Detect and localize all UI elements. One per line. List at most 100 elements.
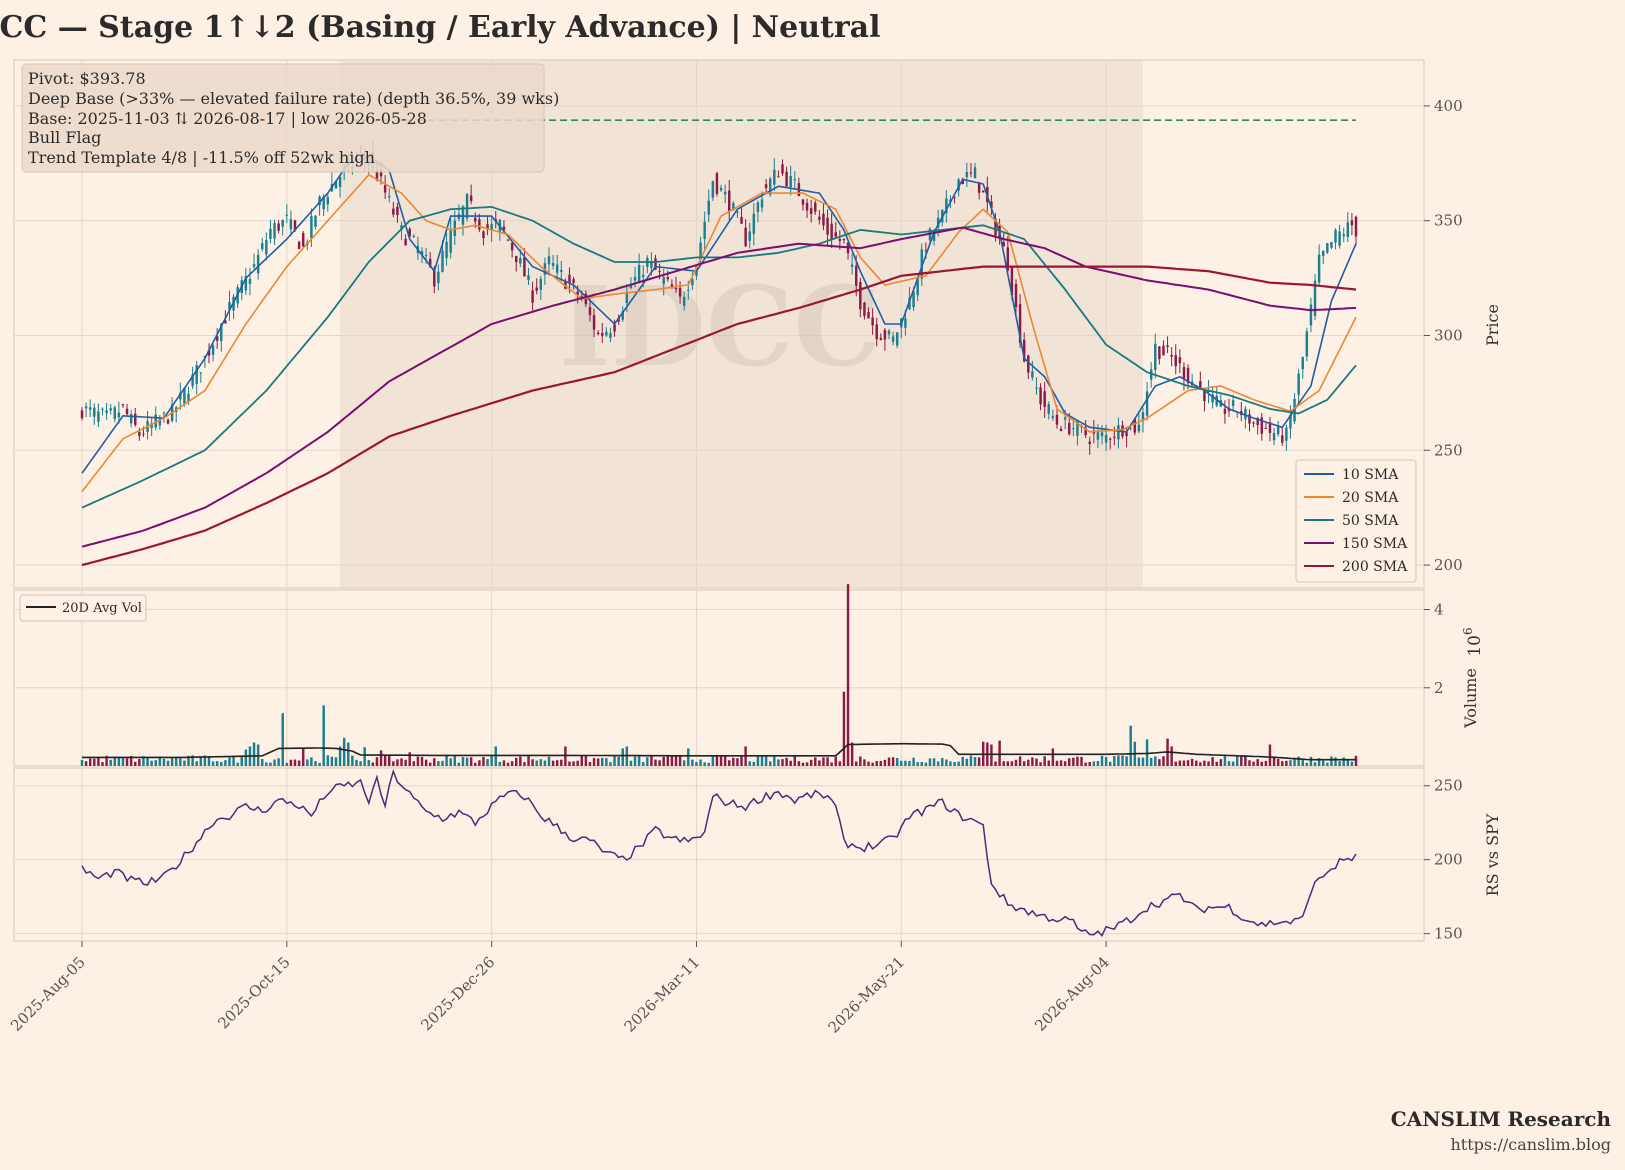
volume-bar [1018, 756, 1022, 766]
volume-bar [1322, 760, 1325, 766]
volume-bar [977, 757, 981, 766]
volume-bar [449, 758, 452, 766]
volume-bar [187, 755, 190, 766]
volume-bar [93, 758, 96, 766]
volume-bar [1076, 756, 1079, 766]
candle-body [625, 292, 629, 304]
volume-bar [510, 761, 514, 766]
volume-bar [441, 760, 444, 766]
volume-bar [920, 761, 923, 766]
volume-bar [1031, 757, 1034, 766]
candle-body [1158, 346, 1161, 360]
candle-body [830, 223, 833, 240]
volume-bar [412, 761, 416, 766]
candle-body [576, 291, 579, 295]
candle-body [1342, 234, 1345, 237]
volume-bar [1084, 762, 1087, 766]
price-y-tick-label: 350 [1434, 212, 1463, 230]
candle-body [1125, 432, 1128, 437]
volume-legend-box [19, 594, 147, 622]
candle-body [228, 302, 231, 310]
volume-bar [826, 757, 829, 766]
sma-lines [81, 155, 1357, 567]
candle-body [744, 227, 747, 247]
candle-body [1047, 404, 1050, 414]
volume-bar [285, 762, 289, 766]
volume-bar [609, 762, 612, 766]
volume-bar [1223, 756, 1227, 766]
volume-bar [1346, 759, 1350, 766]
candle-body [445, 241, 448, 258]
candle-body [1317, 254, 1321, 283]
candle-body [1178, 357, 1182, 364]
brand-name: CANSLIM Research [1391, 1107, 1612, 1131]
volume-bar [584, 755, 588, 766]
volume-bar [1063, 761, 1067, 766]
candle-body [596, 332, 600, 335]
volume-bar [732, 757, 735, 766]
candle-body [682, 296, 686, 306]
volume-bar [375, 757, 379, 766]
candle-body [142, 433, 145, 435]
candle-body [1076, 421, 1079, 436]
volume-bar [969, 755, 973, 766]
volume-bar [564, 746, 567, 766]
candle-body [1088, 441, 1091, 445]
rs-panel-frame [13, 767, 1425, 942]
candle-body [891, 336, 895, 342]
volume-bar [949, 761, 952, 766]
rs-line [81, 768, 1357, 938]
volume-bar [932, 758, 936, 766]
volume-bar [408, 752, 411, 766]
volume-bar [723, 755, 727, 766]
volume-bar [1014, 759, 1018, 766]
candle-body [912, 291, 915, 308]
candle-body [1141, 412, 1145, 422]
candle-body [740, 216, 743, 224]
volume-bar [768, 761, 772, 766]
volume-bar [519, 756, 522, 766]
volume-bar [457, 762, 461, 766]
volume-bar [633, 756, 637, 766]
x-tick-label: 2025-Oct-15 [214, 953, 293, 1032]
volume-bar [183, 760, 186, 766]
volume-bar [301, 748, 305, 766]
candle-body [654, 258, 657, 270]
candle-body [1297, 373, 1300, 395]
candle-body [1338, 231, 1341, 246]
volume-bar [1317, 758, 1321, 766]
volume-bar [1240, 755, 1243, 766]
volume-bar [396, 759, 399, 766]
candle-body [519, 258, 522, 264]
candle-body [961, 178, 964, 185]
candle-body [826, 217, 829, 235]
volume-bar [502, 760, 506, 766]
volume-bar [224, 760, 227, 766]
sma-legend-box [1295, 459, 1417, 583]
volume-bar [150, 760, 153, 766]
volume-bar [973, 757, 977, 766]
candle-body [719, 187, 723, 191]
volume-bar [1219, 759, 1223, 766]
volume-bar [1072, 757, 1075, 766]
candle-body [138, 431, 141, 436]
volume-bar [560, 759, 563, 766]
candle-body [207, 349, 211, 356]
info-line-pivot: Pivot: $393.78 [28, 69, 146, 88]
volume-bar [469, 757, 473, 766]
candle-body [244, 276, 248, 291]
volume-bar [482, 756, 485, 766]
candle-body [314, 215, 317, 227]
candle-body [433, 268, 436, 287]
candle-body [764, 184, 768, 189]
volume-bar [621, 748, 624, 766]
candle-body [93, 407, 96, 417]
volume-bar [891, 757, 895, 766]
price-y-tick-label: 300 [1434, 326, 1463, 344]
volume-bar [662, 756, 665, 766]
volume-bar [1326, 762, 1329, 766]
candle-body [84, 406, 88, 409]
volume-bar [863, 759, 866, 766]
volume-y-tick-label: 2 [1434, 679, 1444, 697]
candle-body [1035, 387, 1038, 389]
